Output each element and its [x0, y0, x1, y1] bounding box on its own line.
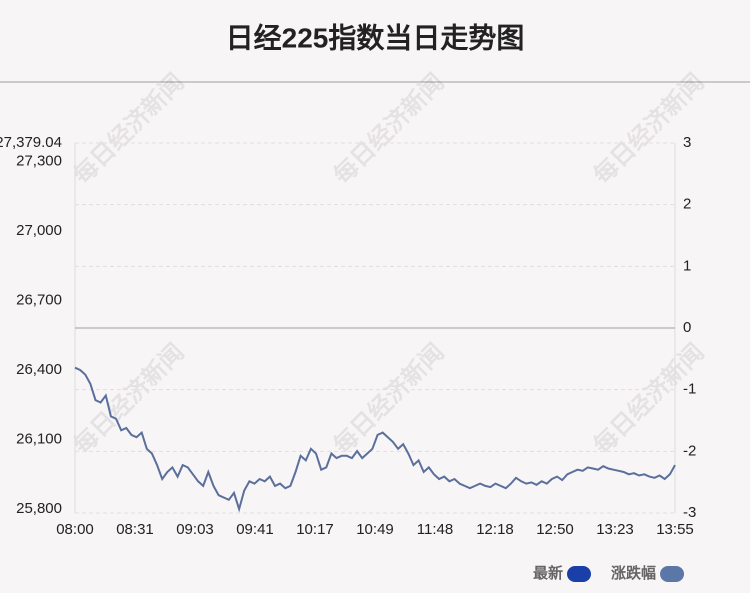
x-tick-label: 08:31: [116, 521, 154, 538]
x-tick-label: 12:50: [536, 521, 574, 538]
y2-tick-label: -1: [683, 381, 696, 398]
y2-tick-label: 2: [683, 196, 691, 213]
x-tick-label: 10:17: [296, 521, 334, 538]
y-tick-label: 27,300: [16, 152, 62, 169]
x-tick-label: 08:00: [56, 521, 94, 538]
x-tick-label: 11:48: [417, 521, 453, 538]
watermark: 每日经济新闻: [68, 68, 190, 190]
legend-swatch: [660, 566, 685, 582]
x-tick-label: 12:18: [476, 521, 514, 538]
y-tick-label: 26,700: [16, 291, 62, 308]
watermark: 每日经济新闻: [68, 338, 190, 460]
x-tick-label: 09:41: [236, 521, 274, 538]
y2-tick-label: -2: [683, 442, 696, 459]
price-line: [74, 366, 676, 513]
y-tick-label: 26,100: [16, 431, 62, 448]
legend-label: 最新: [533, 564, 563, 582]
watermark: 每日经济新闻: [588, 68, 710, 190]
x-tick-label: 13:23: [596, 521, 634, 538]
legend-label: 涨跌幅: [611, 564, 656, 582]
x-tick-label: 13:55: [656, 521, 694, 538]
y2-tick-label: 3: [683, 134, 691, 151]
x-tick-label: 10:49: [356, 521, 394, 538]
chart-title: 日经225指数当日走势图: [226, 21, 525, 53]
x-tick-label: 09:03: [176, 521, 214, 538]
watermark: 每日经济新闻: [328, 68, 450, 190]
legend-swatch: [567, 566, 592, 582]
y2-tick-label: 1: [683, 257, 691, 274]
y-tick-label: 25,800: [16, 500, 62, 517]
watermark: 每日经济新闻: [328, 338, 450, 460]
y2-tick-label: -3: [683, 504, 696, 521]
y-tick-label: 26,400: [16, 361, 62, 378]
y-tick-label: 27,000: [16, 222, 62, 239]
y2-tick-label: 0: [683, 319, 691, 336]
y-tick-label: 27,379.04: [0, 134, 62, 151]
